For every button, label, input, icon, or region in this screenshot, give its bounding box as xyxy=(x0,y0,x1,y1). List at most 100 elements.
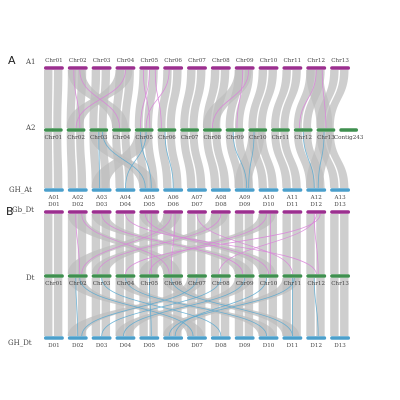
pink-link-gbdt-dt-6 xyxy=(170,213,176,275)
pink-link-gbdt-dt-2 xyxy=(101,213,244,275)
chromosome-label-ghdt-1: D02 xyxy=(72,343,84,349)
pink-link-gbdt-dt-5 xyxy=(81,213,172,275)
chromosome-bar-a2-10 xyxy=(271,128,290,132)
grey-block-a1-a2-3-1 xyxy=(121,70,134,128)
chromosome-bar-ghat-11 xyxy=(306,188,327,192)
chromosome-bar-gbdt-10 xyxy=(282,210,303,214)
chromosome-label-ghdt-0: D01 xyxy=(48,343,60,349)
chromosome-label-gbdt-7: D08 xyxy=(215,202,227,208)
chromosome-label-gbdt-3: D04 xyxy=(120,202,132,208)
chromosome-bar-a2-13 xyxy=(339,128,358,132)
grey-block-a1-a2-4-0 xyxy=(134,70,148,128)
pink-link-gbdt-dt-7 xyxy=(196,213,293,275)
chromosome-label-ghat-11: A12 xyxy=(310,195,323,201)
chromosome-bar-a1-6 xyxy=(187,66,207,70)
chromosome-label-a2-7: Chr08 xyxy=(204,135,222,141)
chromosome-label-dt-5: Chr06 xyxy=(164,281,182,287)
chromosome-label-ghat-2: A03 xyxy=(95,195,108,201)
grey-block-dt-ghdt-10-1 xyxy=(292,278,301,336)
cyan-link-dt-ghdt-6 xyxy=(123,277,246,337)
track-label-gh-at: GH_At xyxy=(9,186,32,194)
chromosome-bar-ghdt-7 xyxy=(210,336,231,340)
grey-block-a1-a2-8-1 xyxy=(235,70,254,128)
grey-block-a1-a2-0-0 xyxy=(44,70,53,128)
chromosome-bar-ghdt-2 xyxy=(91,336,112,340)
pink-link-a1-a2-5 xyxy=(154,69,162,129)
chromosome-label-ghdt-5: D06 xyxy=(167,343,179,349)
cyan-link-a2-ghat-2 xyxy=(140,131,152,189)
chromosome-bar-dt-10 xyxy=(282,274,303,278)
chromosome-bar-dt-12 xyxy=(330,274,350,278)
chromosome-label-a2-10: Chr11 xyxy=(272,135,290,141)
chromosome-label-ghat-4: A05 xyxy=(143,195,156,201)
chromosome-label-gbdt-0: D01 xyxy=(48,202,60,208)
cyan-link-a2-ghat-6 xyxy=(248,131,255,189)
pink-link-a1-a2-8 xyxy=(211,69,250,129)
chromosome-bar-a2-8 xyxy=(225,128,245,132)
chromosome-bar-a2-4 xyxy=(134,128,154,132)
cyan-link-dt-ghdt-7 xyxy=(174,277,267,337)
chromosome-bar-dt-9 xyxy=(258,274,279,278)
grey-block-a2-ghat-0-0 xyxy=(44,132,53,188)
chromosome-label-gbdt-1: D02 xyxy=(72,202,84,208)
grey-block-gbdt-dt-12-1 xyxy=(340,214,349,274)
chromosome-label-ghat-12: A13 xyxy=(333,195,346,201)
chromosome-label-a2-3: Chr04 xyxy=(113,135,131,141)
chromosome-bar-dt-3 xyxy=(115,274,136,278)
pink-link-a1-a2-6 xyxy=(145,69,170,129)
chromosome-label-dt-8: Chr09 xyxy=(236,281,254,287)
chromosome-label-gbdt-11: D12 xyxy=(310,202,322,208)
chromosome-bar-a2-0 xyxy=(44,128,63,132)
chromosome-bar-a1-4 xyxy=(139,66,160,70)
grey-block-gbdt-dt-11-0 xyxy=(306,214,315,274)
chromosome-bar-ghat-7 xyxy=(210,188,231,192)
chromosome-label-a2-6: Chr07 xyxy=(181,135,199,141)
chromosome-label-a2-1: Chr02 xyxy=(67,135,85,141)
track-label-a1: A1 xyxy=(25,58,36,66)
chromosome-bar-a1-3 xyxy=(115,66,136,70)
chromosome-label-a2-2: Chr03 xyxy=(90,135,108,141)
chromosome-label-ghdt-11: D12 xyxy=(310,343,322,349)
grey-block-dt-ghdt-2-1 xyxy=(101,278,111,336)
chromosome-label-a1-8: Chr09 xyxy=(236,58,254,64)
chromosome-bar-gbdt-8 xyxy=(234,210,255,214)
chromosome-bar-a1-1 xyxy=(67,66,88,70)
grey-block-dt-ghdt-0-0 xyxy=(44,278,53,336)
cyan-link-dt-ghdt-1 xyxy=(79,277,194,337)
grey-block-a2-ghat-15-0 xyxy=(234,132,265,188)
grey-block-dt-ghdt-12-0 xyxy=(330,278,339,336)
chromosome-bar-a2-2 xyxy=(89,128,109,132)
chromosome-bar-gbdt-2 xyxy=(91,210,112,214)
grey-block-a2-ghat-4-1 xyxy=(144,132,158,188)
grey-block-gbdt-dt-12-0 xyxy=(330,214,339,274)
chromosome-label-a2-9: Chr10 xyxy=(249,135,267,141)
chromosome-label-gbdt-6: D07 xyxy=(191,202,203,208)
chromosome-bar-gbdt-5 xyxy=(163,210,184,214)
grey-block-gbdt-dt-14-0 xyxy=(67,214,181,274)
chromosome-label-ghdt-7: D08 xyxy=(215,343,227,349)
chromosome-label-dt-3: Chr04 xyxy=(117,281,135,287)
chromosome-bar-gbdt-0 xyxy=(44,210,64,214)
grey-block-a2-ghat-10-0 xyxy=(271,132,291,188)
cyan-link-dt-ghdt-0 xyxy=(75,277,79,337)
chromosome-label-dt-9: Chr10 xyxy=(260,281,278,287)
chromosome-bar-ghdt-10 xyxy=(282,336,303,340)
chromosome-label-dt-10: Chr11 xyxy=(284,281,302,287)
chromosome-label-dt-12: Chr13 xyxy=(331,281,349,287)
chromosome-bar-ghat-8 xyxy=(234,188,255,192)
chromosome-label-a1-7: Chr08 xyxy=(212,58,230,64)
highlighted-syntenic-links xyxy=(73,69,327,337)
track-label-gh-dt: GH_Dt xyxy=(8,339,32,347)
cyan-link-dt-ghdt-12 xyxy=(101,277,222,337)
grey-block-gbdt-dt-10-0 xyxy=(282,214,291,274)
chromosome-bar-dt-8 xyxy=(234,274,255,278)
chromosome-bar-a1-10 xyxy=(282,66,303,70)
grey-block-a1-a2-0-1 xyxy=(53,70,63,128)
chromosome-label-ghat-10: A11 xyxy=(286,195,298,201)
cyan-link-a2-ghat-0 xyxy=(98,131,101,189)
grey-block-a1-a2-4-1 xyxy=(144,70,158,128)
grey-block-dt-ghdt-12-1 xyxy=(340,278,349,336)
chromosome-bar-ghdt-1 xyxy=(67,336,88,340)
chromosome-label-ghat-5: A06 xyxy=(167,195,180,201)
grey-block-a1-a2-15-0 xyxy=(203,70,252,128)
